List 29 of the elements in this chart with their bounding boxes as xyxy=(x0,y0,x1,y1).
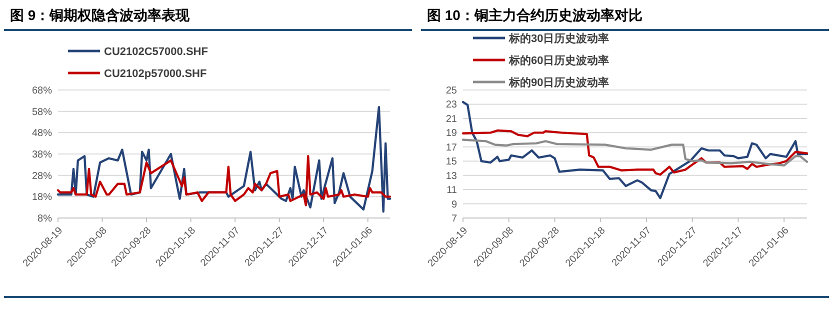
y-tick-label: 9 xyxy=(451,199,458,210)
y-tick-label: 17 xyxy=(446,142,458,154)
chart-title: 图 10：铜主力合约历史波动率对比 xyxy=(427,7,642,23)
y-tick-label: 15 xyxy=(446,156,458,168)
legend-label: 标的60日历史波动率 xyxy=(508,54,610,67)
y-tick-label: 23 xyxy=(446,100,458,111)
line-series xyxy=(56,106,392,213)
line-series xyxy=(462,129,808,176)
y-tick-label: 28% xyxy=(32,170,52,182)
line-series xyxy=(56,155,392,206)
legend-label: 标的90日历史波动率 xyxy=(508,76,610,89)
y-tick-label: 11 xyxy=(446,185,458,196)
y-tick-label: 13 xyxy=(446,170,458,182)
y-tick-label: 38% xyxy=(32,150,52,160)
y-tick-label: 25 xyxy=(446,86,458,96)
legend-label: CU2102C57000.SHF xyxy=(104,46,208,58)
y-tick-label: 68% xyxy=(32,86,52,96)
legend-label: 标的30日历史波动率 xyxy=(508,32,610,45)
y-tick-label: 8% xyxy=(38,214,52,224)
line-series xyxy=(462,138,808,166)
y-tick-label: 58% xyxy=(32,106,52,118)
line-series xyxy=(462,100,808,200)
y-tick-label: 7 xyxy=(451,214,458,224)
y-tick-label: 21 xyxy=(446,114,458,125)
y-tick-label: 48% xyxy=(32,128,52,140)
legend-label: CU2102p57000.SHF xyxy=(104,68,208,80)
chart-title: 图 9：铜期权隐含波动率表现 xyxy=(10,7,191,23)
y-tick-label: 18% xyxy=(32,192,52,204)
y-tick-label: 19 xyxy=(446,128,458,140)
